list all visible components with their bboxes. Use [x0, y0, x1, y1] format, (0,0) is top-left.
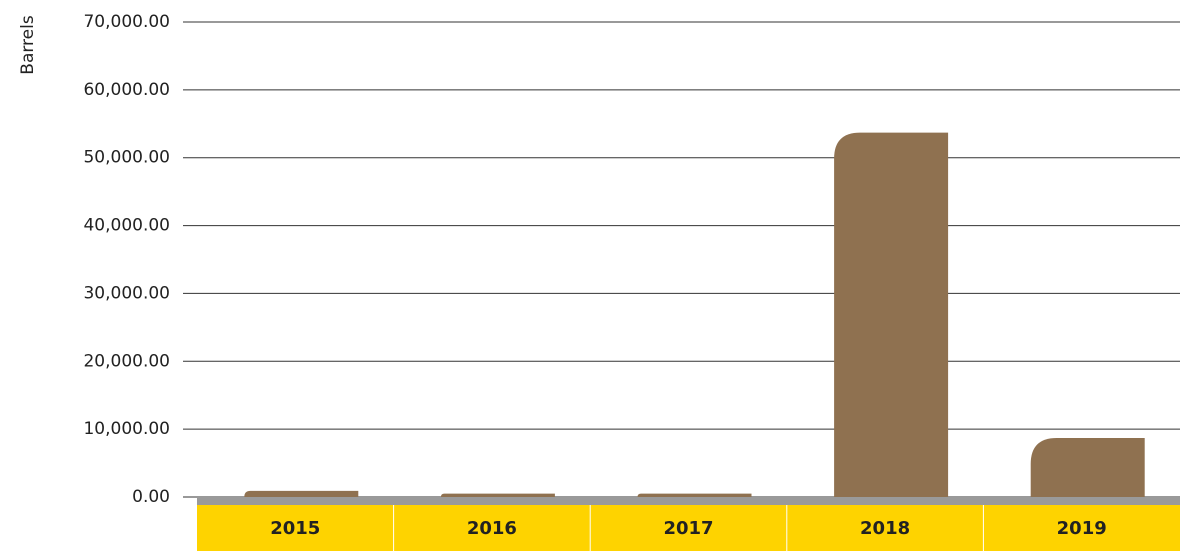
- x-tick-label: 2019: [1057, 518, 1107, 539]
- bar: [1030, 437, 1145, 497]
- y-tick-label: 0.00: [132, 487, 170, 507]
- x-tick-label: 2018: [860, 518, 910, 539]
- y-axis-label: Barrels: [18, 15, 38, 75]
- y-tick-label: 50,000.00: [83, 148, 170, 168]
- bar: [440, 493, 555, 497]
- y-tick-label: 40,000.00: [83, 216, 170, 236]
- y-tick-label: 60,000.00: [83, 80, 170, 100]
- x-tick-label: 2017: [663, 518, 713, 539]
- y-tick-label: 70,000.00: [83, 12, 170, 32]
- x-tick-label: 2016: [467, 518, 517, 539]
- bar: [637, 493, 752, 497]
- x-tick-label: 2015: [270, 518, 320, 539]
- bar: [244, 490, 359, 497]
- category-band: [197, 505, 1180, 551]
- bar: [834, 132, 949, 497]
- y-tick-label: 30,000.00: [83, 283, 170, 303]
- y-tick-label: 10,000.00: [83, 419, 170, 439]
- baseline-strip: [197, 497, 1180, 505]
- y-tick-label: 20,000.00: [83, 351, 170, 371]
